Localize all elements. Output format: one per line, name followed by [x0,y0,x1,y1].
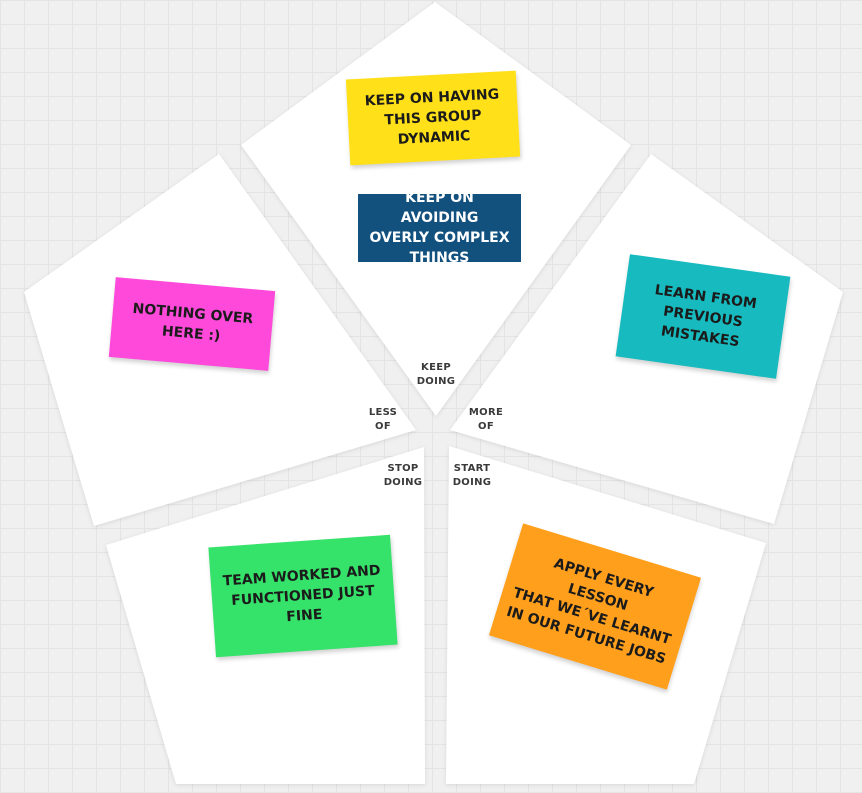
label-less-of: LESS OF [368,407,398,432]
label-stop-doing: STOP DOING [383,463,423,488]
label-keep-doing: KEEP DOING [416,362,456,387]
label-start-doing: START DOING [452,463,492,488]
sticky-note-avoid-complex[interactable]: KEEP ON AVOIDING OVERLY COMPLEX THINGS [358,190,521,266]
sticky-note-team-worked[interactable]: TEAM WORKED AND FUNCTIONED JUST FINE [208,534,398,658]
sticky-note-nothing-over-here[interactable]: NOTHING OVER HERE :) [108,277,276,371]
sticky-note-group-dynamic[interactable]: KEEP ON HAVING THIS GROUP DYNAMIC [345,70,521,166]
label-more-of: MORE OF [468,407,504,432]
